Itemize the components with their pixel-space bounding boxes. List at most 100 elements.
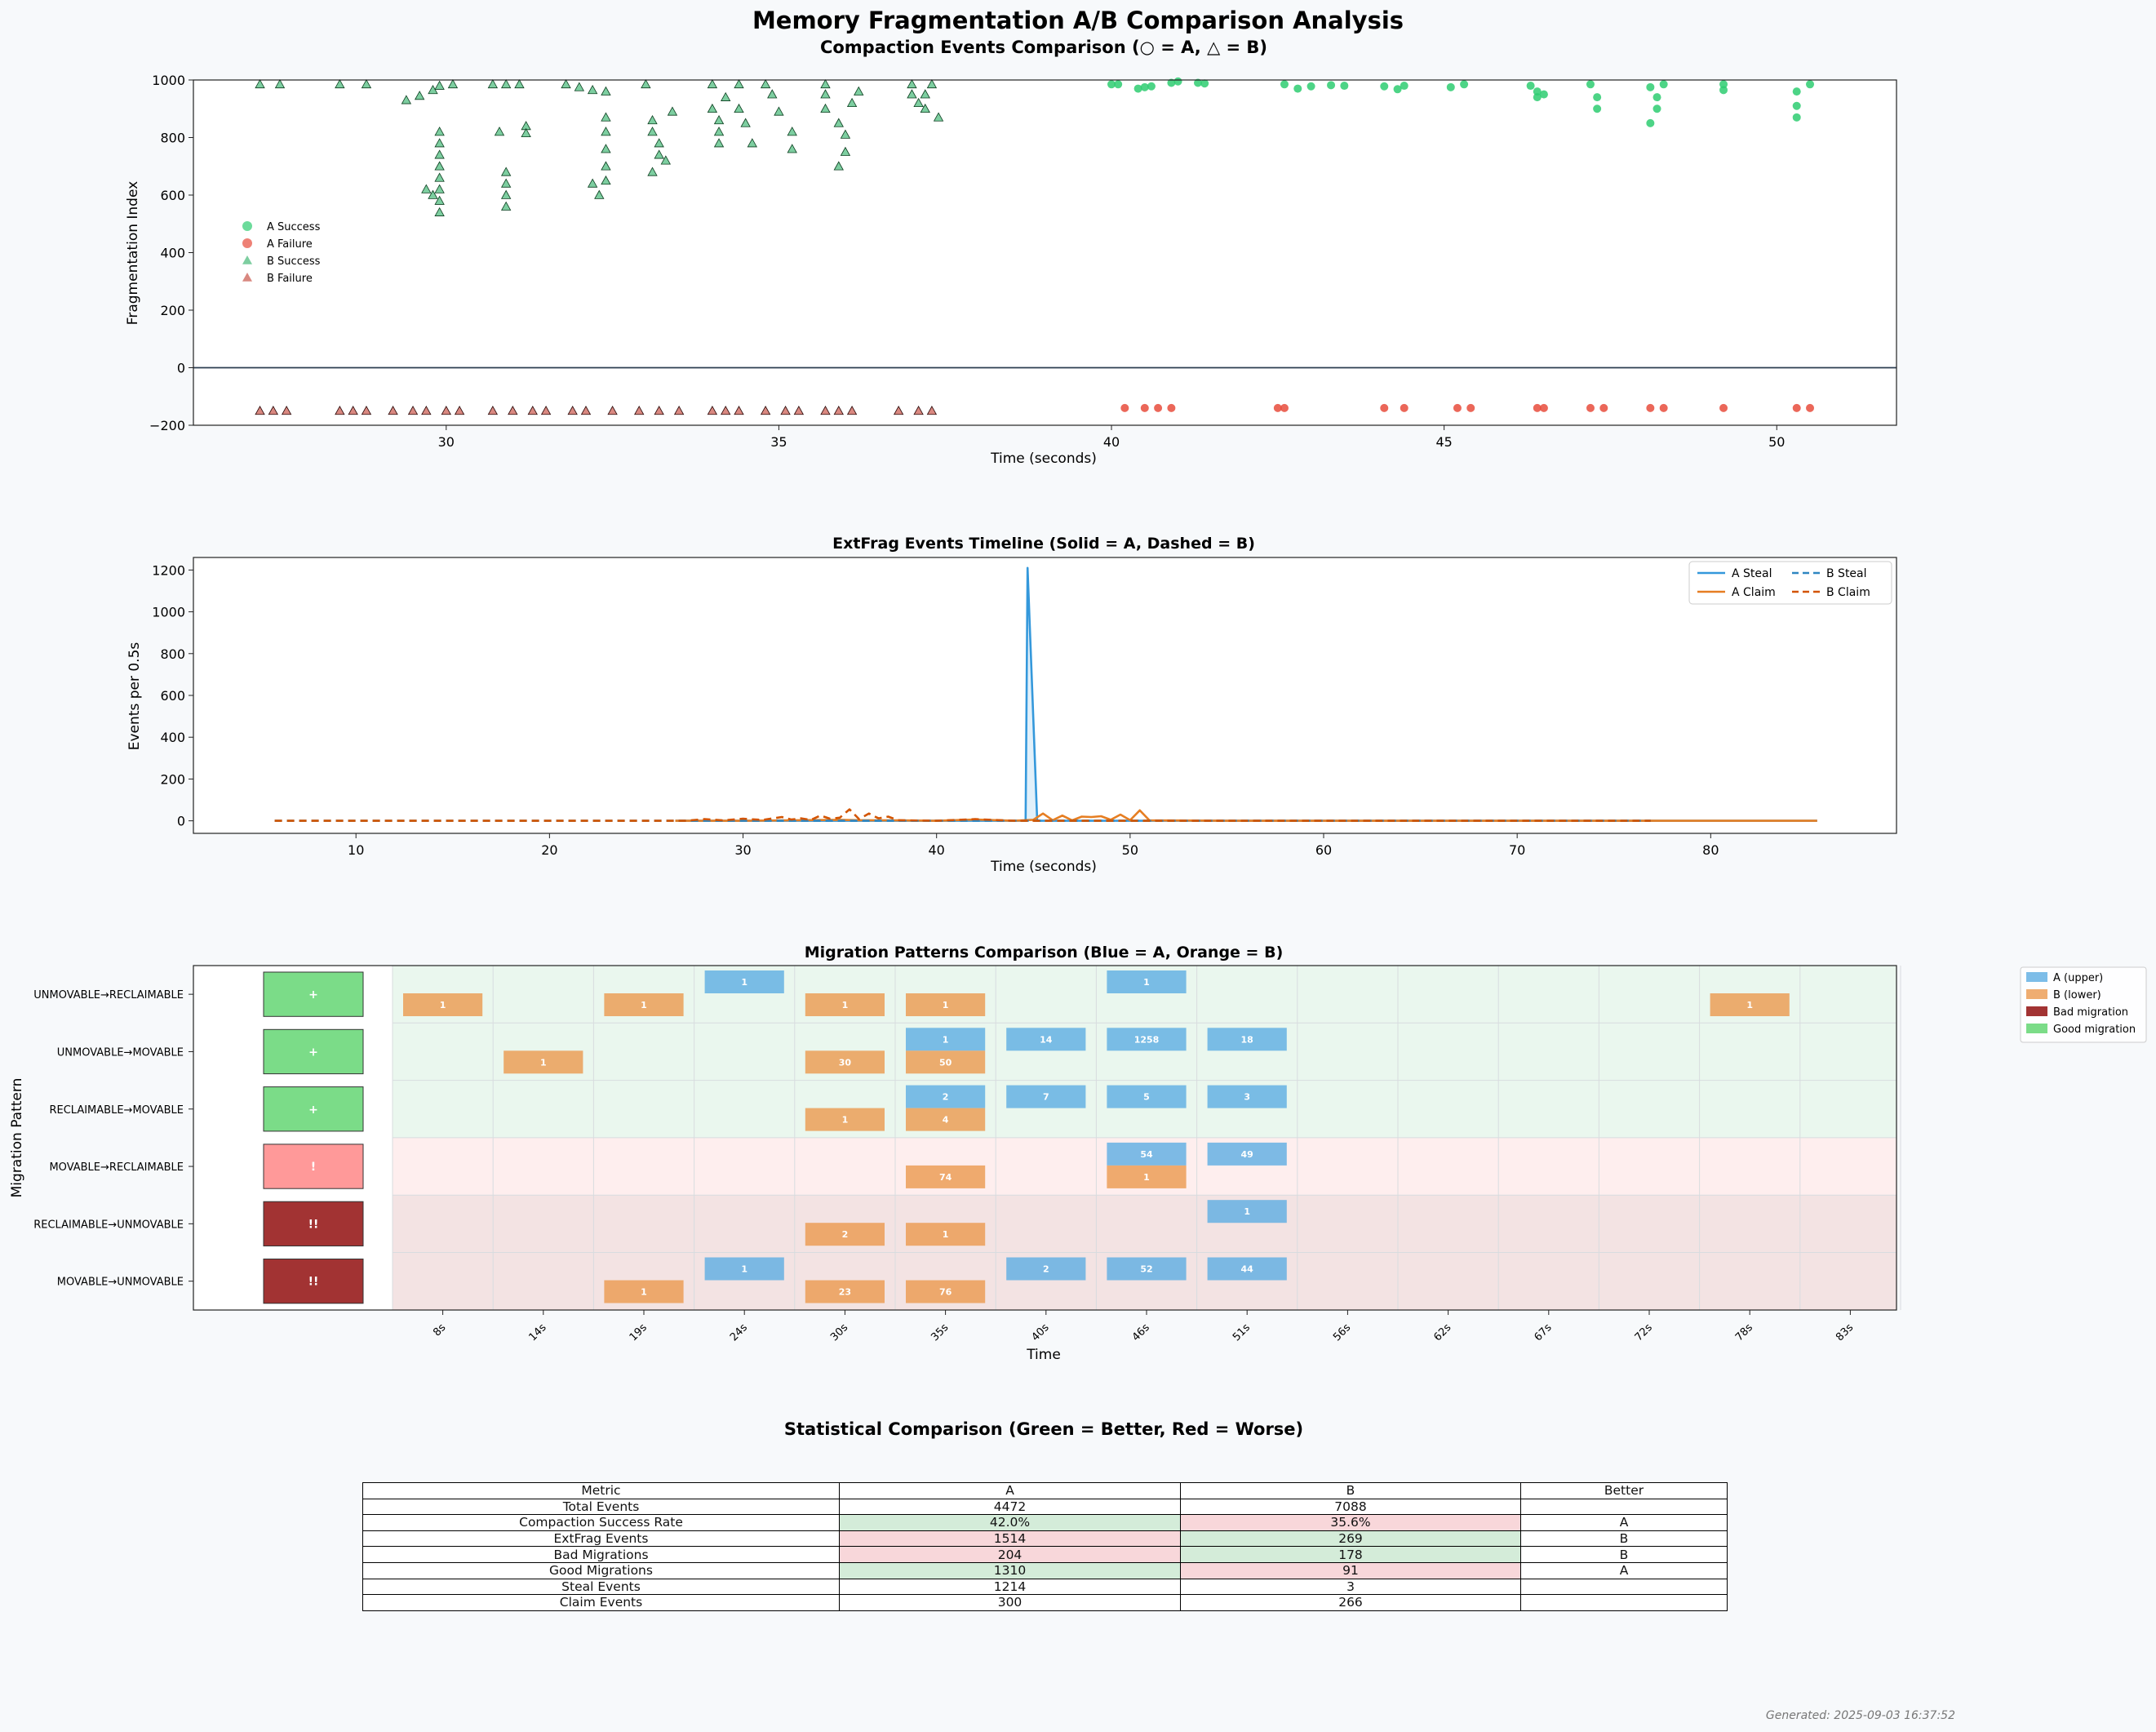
compaction-y-label: Fragmentation Index	[125, 181, 141, 325]
a-success-point	[1340, 82, 1349, 91]
compaction-plot-area	[193, 80, 1896, 425]
stats-cell: 266	[1180, 1594, 1521, 1611]
b-success-point	[434, 195, 445, 205]
a-count-bar	[1107, 1257, 1187, 1281]
legend-label: Bad migration	[2053, 1006, 2128, 1019]
generated-timestamp: Generated: 2025-09-03 16:37:52	[1765, 1709, 1955, 1722]
stats-cell: B	[1520, 1530, 1728, 1548]
b-failure-point	[268, 406, 279, 415]
y-tick-label: −200	[149, 418, 185, 433]
b-count-bar	[805, 993, 885, 1016]
b-failure-point	[421, 406, 432, 415]
stats-row-compaction-success: Compaction Success Rate 42.0% 35.6% A	[362, 1514, 1728, 1531]
x-tick-label: 40	[1103, 434, 1120, 450]
a-count-label: 49	[1241, 1149, 1253, 1160]
stats-cell-better: 269	[1180, 1530, 1521, 1548]
b-success-point	[594, 189, 605, 199]
b-failure-point	[780, 406, 791, 415]
stats-cell	[1520, 1498, 1728, 1516]
b-success-point	[434, 80, 445, 90]
a-failure-point	[1120, 403, 1129, 412]
stats-row-good-migrations: Good Migrations 1310 91 A	[362, 1561, 1728, 1579]
a-success-point	[1792, 101, 1801, 110]
row-band	[393, 1195, 1896, 1253]
b-failure-point	[335, 406, 345, 415]
time-bin-label: 67s	[1533, 1321, 1555, 1343]
a-count-bar	[906, 1028, 986, 1051]
a-failure-point	[1599, 403, 1608, 412]
a-failure-point	[1273, 403, 1282, 412]
pattern-label: RECLAIMABLE→MOVABLE	[49, 1104, 184, 1117]
b-failure-point	[348, 406, 358, 415]
compaction-chart-title: Compaction Events Comparison (○ = A, △ =…	[820, 38, 1267, 57]
b-success-point	[561, 78, 571, 89]
b-success-point	[787, 127, 797, 136]
a-count-bar	[1207, 1028, 1287, 1051]
b-count-bar	[1107, 1165, 1187, 1188]
a-claim-line	[675, 809, 1817, 822]
x-tick-label: 35	[770, 434, 787, 450]
a-count-label: 2	[1043, 1264, 1049, 1275]
compaction-legend: A Success A Failure B Success B Failure	[242, 221, 321, 285]
a-success-point	[1586, 80, 1595, 89]
y-tick-label: 800	[160, 646, 185, 662]
pattern-label: UNMOVABLE→MOVABLE	[57, 1046, 184, 1059]
a-success-point	[1446, 82, 1455, 91]
b-failure-point	[441, 406, 451, 415]
x-tick-label: 50	[1122, 842, 1138, 858]
stats-cell: 300	[839, 1594, 1181, 1611]
b-success-point	[660, 155, 671, 165]
stats-cell-better: 1310	[839, 1561, 1181, 1579]
a-failure-point	[1154, 403, 1163, 412]
x-tick-label: 20	[541, 842, 557, 858]
b-count-bar	[805, 1280, 885, 1303]
b-failure-point	[607, 406, 618, 415]
a-success-point	[1719, 86, 1728, 95]
b-success-point	[647, 115, 658, 125]
b-success-point	[920, 103, 930, 113]
b-success-point	[434, 138, 445, 148]
b-success-point	[574, 82, 585, 91]
time-bin-label: 83s	[1834, 1321, 1856, 1343]
a-count-bar	[1207, 1257, 1287, 1281]
x-tick-label: 30	[438, 434, 455, 450]
stats-cell: Total Events	[362, 1498, 840, 1516]
stats-cell: 1214	[839, 1578, 1181, 1596]
status-box	[263, 1144, 364, 1189]
status-symbol: +	[308, 988, 318, 1001]
stats-cell: Claim Events	[362, 1594, 840, 1611]
b-success-point	[434, 207, 445, 216]
legend-label: B Steal	[1826, 567, 1867, 580]
a-failure-point	[1453, 403, 1462, 412]
b-failure-point	[846, 406, 858, 415]
b-success-point	[840, 146, 851, 156]
y-tick-label: 0	[177, 361, 185, 376]
legend-label: Good migration	[2053, 1024, 2136, 1036]
x-tick-label: 30	[734, 842, 751, 858]
a-count-label: 1	[1143, 977, 1150, 988]
b-success-point	[846, 97, 858, 108]
b-success-point	[428, 189, 438, 199]
b-count-label: 23	[839, 1287, 851, 1298]
b-count-bar	[906, 1280, 986, 1303]
b-success-point	[601, 161, 611, 171]
a-success-point	[1533, 93, 1542, 102]
b-success-point	[933, 112, 944, 122]
a-failure-point	[1167, 403, 1176, 412]
stats-header-row: Metric A B Better	[362, 1482, 1728, 1499]
time-bin-label: 46s	[1130, 1321, 1152, 1343]
a-success-point	[1393, 85, 1402, 94]
legend-label: A Failure	[267, 238, 313, 251]
a-count-label: 1	[1244, 1206, 1250, 1217]
b-failure-point	[527, 406, 538, 415]
a-success-point	[1792, 87, 1801, 96]
status-box	[263, 1086, 364, 1132]
status-symbol: !	[311, 1161, 316, 1174]
stats-row-steal-events: Steal Events 1214 3	[362, 1578, 1728, 1596]
stats-header-cell: Better	[1520, 1482, 1728, 1499]
a-success-point	[1539, 90, 1548, 99]
legend-frame	[1688, 561, 1892, 605]
b-success-point	[514, 78, 525, 89]
stats-cell	[1520, 1578, 1728, 1596]
b-count-label: 1	[842, 1000, 849, 1010]
